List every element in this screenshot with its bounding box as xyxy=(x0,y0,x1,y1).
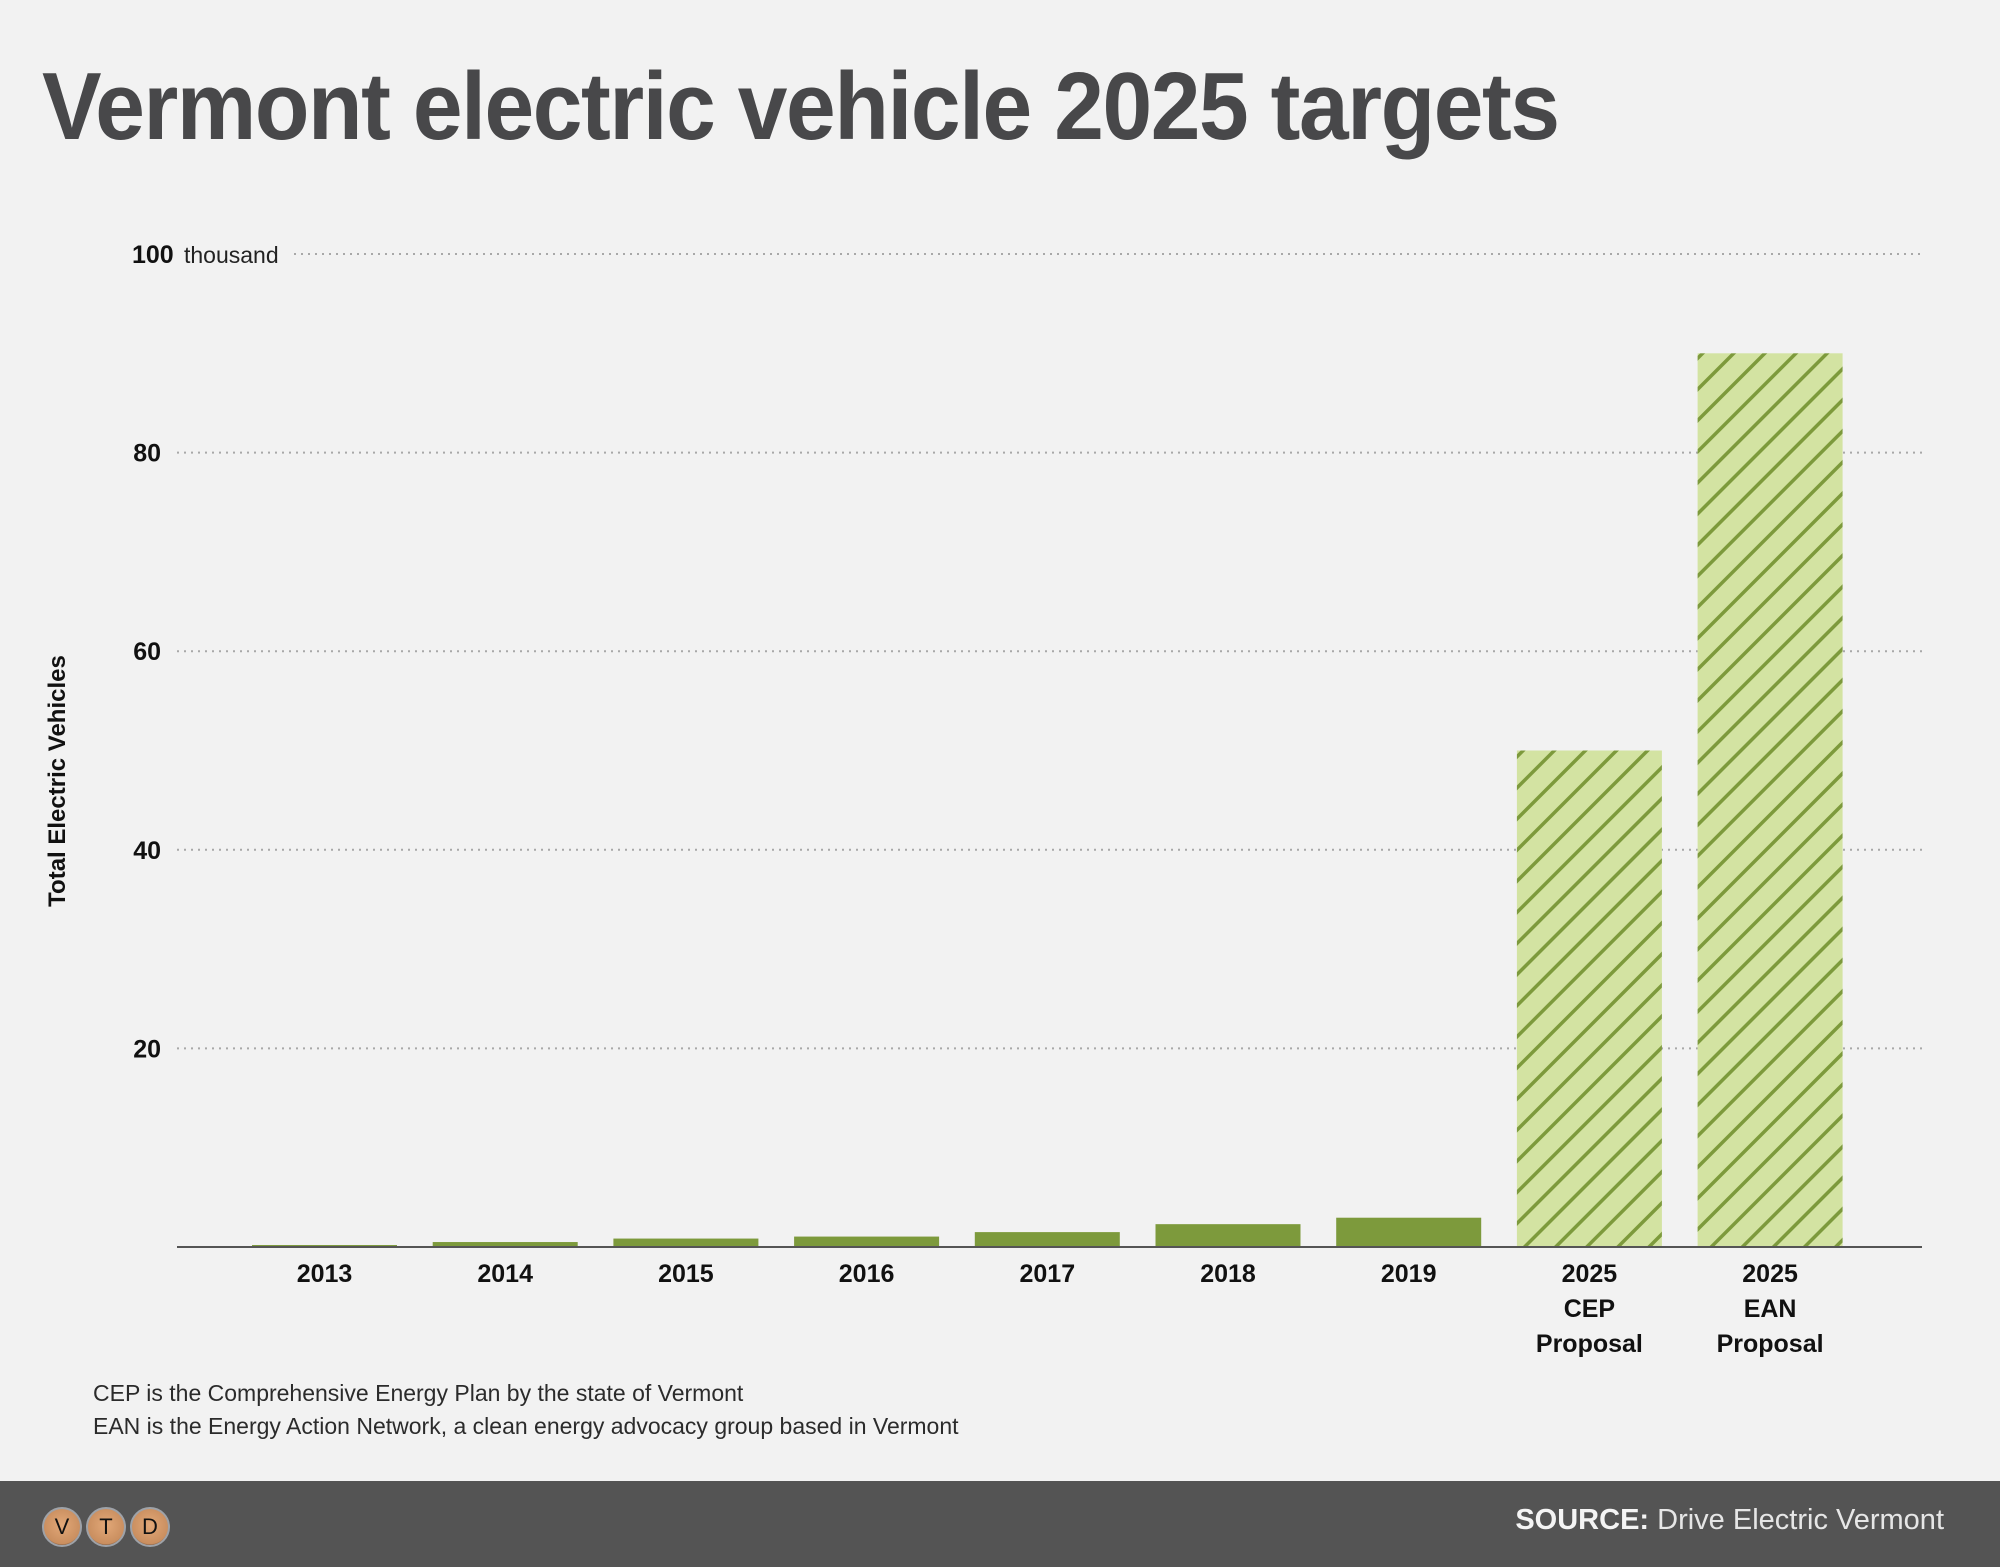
footnotes: CEP is the Comprehensive Energy Plan by … xyxy=(93,1377,959,1443)
bar-actual xyxy=(1155,1224,1301,1247)
x-tick-label: Proposal xyxy=(1536,1330,1643,1358)
x-tick-label: 2016 xyxy=(839,1260,895,1288)
gridlines xyxy=(177,253,1922,1050)
bars xyxy=(252,353,1843,1247)
footnote-cep: CEP is the Comprehensive Energy Plan by … xyxy=(93,1380,744,1406)
x-tick-label: EAN xyxy=(1744,1295,1797,1323)
bar-target xyxy=(1516,750,1662,1247)
bar-target xyxy=(1697,353,1843,1247)
footer-bar: V T D SOURCE: Drive Electric Vermont xyxy=(0,1481,2000,1567)
logo-key-t-icon: T xyxy=(86,1507,126,1547)
y-tick-label: 100 xyxy=(132,241,174,269)
bar-actual xyxy=(974,1232,1120,1247)
source-value: Drive Electric Vermont xyxy=(1657,1504,1944,1536)
x-tick-label: 2013 xyxy=(297,1260,353,1288)
bar-actual xyxy=(794,1236,940,1247)
x-tick-label: 2014 xyxy=(477,1260,533,1288)
x-tick-label: 2019 xyxy=(1381,1260,1437,1288)
logo-key-v-icon: V xyxy=(42,1507,82,1547)
x-tick-label: 2025 xyxy=(1562,1260,1618,1288)
x-tick-label: 2017 xyxy=(1019,1260,1075,1288)
y-tick-label: 20 xyxy=(133,1035,161,1063)
footnote-ean: EAN is the Energy Action Network, a clea… xyxy=(93,1413,959,1439)
bar-actual xyxy=(432,1242,578,1247)
source-credit: SOURCE: Drive Electric Vermont xyxy=(1515,1504,1944,1537)
x-tick-label: 2025 xyxy=(1742,1260,1798,1288)
source-label: SOURCE: xyxy=(1515,1504,1650,1536)
y-axis-title: Total Electric Vehicles xyxy=(44,655,71,907)
bar-actual xyxy=(1336,1217,1482,1247)
y-unit-suffix: thousand xyxy=(184,242,279,268)
x-axis-ticks: 2013 2014 2015 2016 2017 2018 2019 2025 CEP Propo… xyxy=(297,1260,1824,1358)
y-tick-label: 40 xyxy=(133,837,161,865)
bar-chart: 20 40 60 80 100 thousand 2013 2014 2015 2016 2017… xyxy=(44,241,1922,1358)
chart-title: Vermont electric vehicle 2025 targets xyxy=(42,53,1560,160)
bar-actual xyxy=(613,1238,759,1247)
x-tick-label: CEP xyxy=(1564,1295,1615,1323)
x-tick-label: 2018 xyxy=(1200,1260,1256,1288)
logo-key-d-icon: D xyxy=(130,1507,170,1547)
y-axis-ticks: 20 40 60 80 100 thousand xyxy=(132,241,279,1063)
y-tick-label: 60 xyxy=(133,638,161,666)
vtd-logo[interactable]: V T D xyxy=(42,1507,170,1547)
x-tick-label: Proposal xyxy=(1717,1330,1824,1358)
y-tick-label: 80 xyxy=(133,440,161,468)
x-tick-label: 2015 xyxy=(658,1260,714,1288)
